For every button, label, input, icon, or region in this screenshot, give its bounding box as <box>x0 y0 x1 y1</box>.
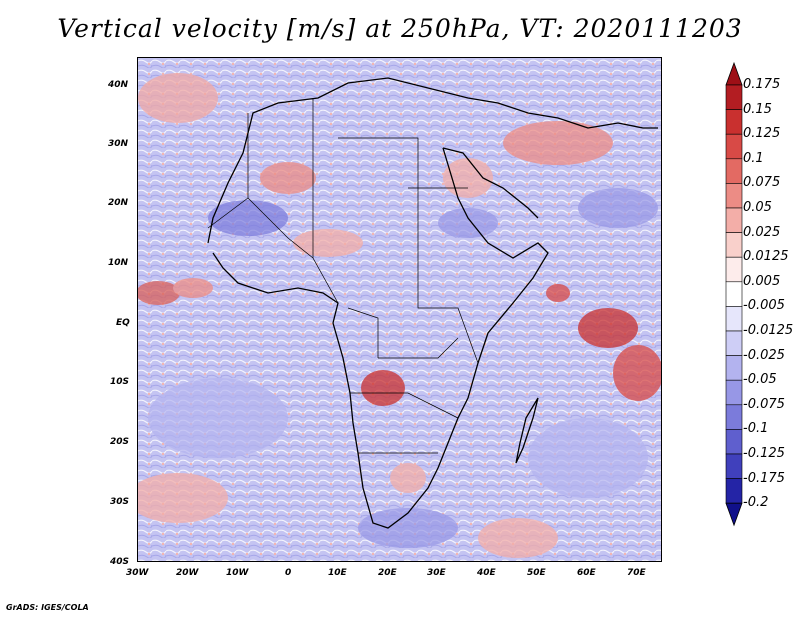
lat-label-20s: 20S <box>110 437 130 447</box>
colorbar-segment <box>725 133 743 160</box>
lon-label-30w: 30W <box>126 568 149 578</box>
lon-label-50e: 50E <box>527 568 546 578</box>
colorbar-segment <box>725 232 743 258</box>
lat-label-30n: 30N <box>108 139 129 149</box>
colorbar-tick-label: -0.2 <box>743 495 769 511</box>
colorbar-tick-label: 0.15 <box>743 101 772 117</box>
colorbar-segment <box>725 379 743 406</box>
lat-label-40n: 40N <box>108 80 129 90</box>
lon-label-40e: 40E <box>477 568 496 578</box>
colorbar-tick-label: 0.05 <box>743 200 772 215</box>
lat-label-10s: 10S <box>110 377 130 387</box>
lat-label-40s: 40S <box>110 557 130 567</box>
colorbar-tick-label: 0.005 <box>743 273 781 289</box>
colorbar-segment <box>725 478 743 504</box>
colorbar-segment <box>725 330 743 356</box>
lon-label-20w: 20W <box>176 568 199 578</box>
colorbar-tick-label: -0.1 <box>743 421 769 437</box>
lat-label-10n: 10N <box>108 258 129 268</box>
colorbar-segment <box>725 158 743 184</box>
lat-label-30s: 30S <box>110 497 130 507</box>
lon-label-0: 0 <box>285 568 292 578</box>
colorbar-segment <box>725 404 743 430</box>
colorbar-bottom-arrow <box>725 502 743 527</box>
negative-anomalies <box>148 188 658 548</box>
coastlines <box>207 77 658 529</box>
colorbar-tick-label: -0.05 <box>743 372 777 388</box>
colorbar-tick-label: 0.125 <box>743 126 781 142</box>
colorbar-tick-label: -0.125 <box>743 446 785 461</box>
colorbar-segment <box>725 84 743 110</box>
lon-label-20e: 20E <box>378 568 397 578</box>
lon-label-30e: 30E <box>427 568 446 578</box>
colorbar-tick-label: -0.0125 <box>743 323 794 338</box>
colorbar-tick-label: -0.025 <box>743 347 785 363</box>
colorbar-segment <box>725 207 743 233</box>
colorbar-tick-label: 0.1 <box>743 150 764 166</box>
lon-label-70e: 70E <box>627 568 646 578</box>
colorbar-tick-label: -0.005 <box>743 298 785 314</box>
colorbar-segment <box>725 429 743 455</box>
colorbar-tick-label: 0.025 <box>743 224 781 240</box>
colorbar-segment <box>725 355 743 381</box>
colorbar-segment <box>725 256 743 283</box>
colorbar-segment <box>725 453 743 479</box>
lon-label-10w: 10W <box>226 568 249 578</box>
lat-label-20n: 20N <box>108 198 129 208</box>
colorbar-segment <box>725 281 743 307</box>
country-borders <box>207 98 479 454</box>
colorbar-top-arrow <box>725 61 743 86</box>
colorbar-segment <box>725 183 743 209</box>
colorbar <box>725 61 743 527</box>
colorbar-tick-label: 0.0125 <box>743 249 789 265</box>
colorbar-segment <box>725 109 743 135</box>
lon-label-10e: 10E <box>328 568 347 578</box>
colorbar-tick-label: 0.075 <box>743 175 781 191</box>
colorbar-segment <box>725 306 743 332</box>
velocity-field <box>138 58 661 561</box>
lat-label-eq: EQ <box>116 318 130 328</box>
colorbar-tick-label: 0.175 <box>743 77 781 92</box>
grads-credit: GrADS: IGES/COLA <box>6 603 89 612</box>
positive-anomalies <box>138 73 661 558</box>
map-panel <box>137 57 662 562</box>
chart-title: Vertical velocity [m/s] at 250hPa, VT: 2… <box>57 14 743 43</box>
colorbar-tick-label: -0.175 <box>743 470 785 486</box>
lon-label-60e: 60E <box>577 568 596 578</box>
colorbar-tick-label: -0.075 <box>743 396 785 412</box>
